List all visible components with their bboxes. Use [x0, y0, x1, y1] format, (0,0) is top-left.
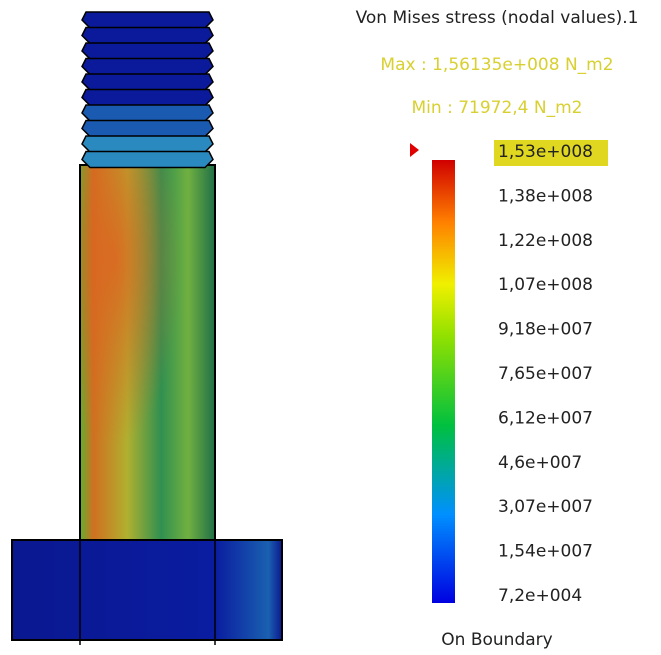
- pointer: [410, 143, 419, 157]
- scale-label: 1,22e+008: [498, 231, 593, 251]
- scale-label: 7,2e+004: [498, 586, 582, 606]
- legend-footer: On Boundary: [441, 630, 552, 650]
- scale-label: 6,12e+007: [498, 408, 593, 428]
- bolt-model: [12, 12, 282, 645]
- screen: Von Mises stress (nodal values).1 Max : …: [0, 0, 661, 655]
- scale-label: 1,07e+008: [498, 275, 593, 295]
- legend-min: Min : 71972,4 N_m2: [412, 98, 583, 118]
- thread: [82, 121, 213, 137]
- scale-label: 1,53e+008: [498, 142, 593, 162]
- scale-label: 7,65e+007: [498, 364, 593, 384]
- scale-label: 1,54e+007: [498, 542, 593, 562]
- legend-max: Max : 1,56135e+008 N_m2: [380, 55, 613, 75]
- thread: [82, 12, 213, 28]
- legend-title: Von Mises stress (nodal values).1: [356, 8, 639, 28]
- head: [12, 540, 282, 640]
- thread: [82, 74, 213, 90]
- scale-label: 3,07e+007: [498, 497, 593, 517]
- scale-label: 9,18e+007: [498, 320, 593, 340]
- scale-label: 4,6e+007: [498, 453, 582, 473]
- thread: [82, 90, 213, 106]
- thread: [82, 152, 213, 168]
- stress-hotspot: [80, 165, 215, 540]
- scale-label: 1,38e+008: [498, 186, 593, 206]
- thread: [82, 105, 213, 121]
- thread: [82, 136, 213, 152]
- thread: [82, 59, 213, 75]
- thread: [82, 43, 213, 59]
- color-bar: [432, 160, 455, 603]
- thread: [82, 28, 213, 44]
